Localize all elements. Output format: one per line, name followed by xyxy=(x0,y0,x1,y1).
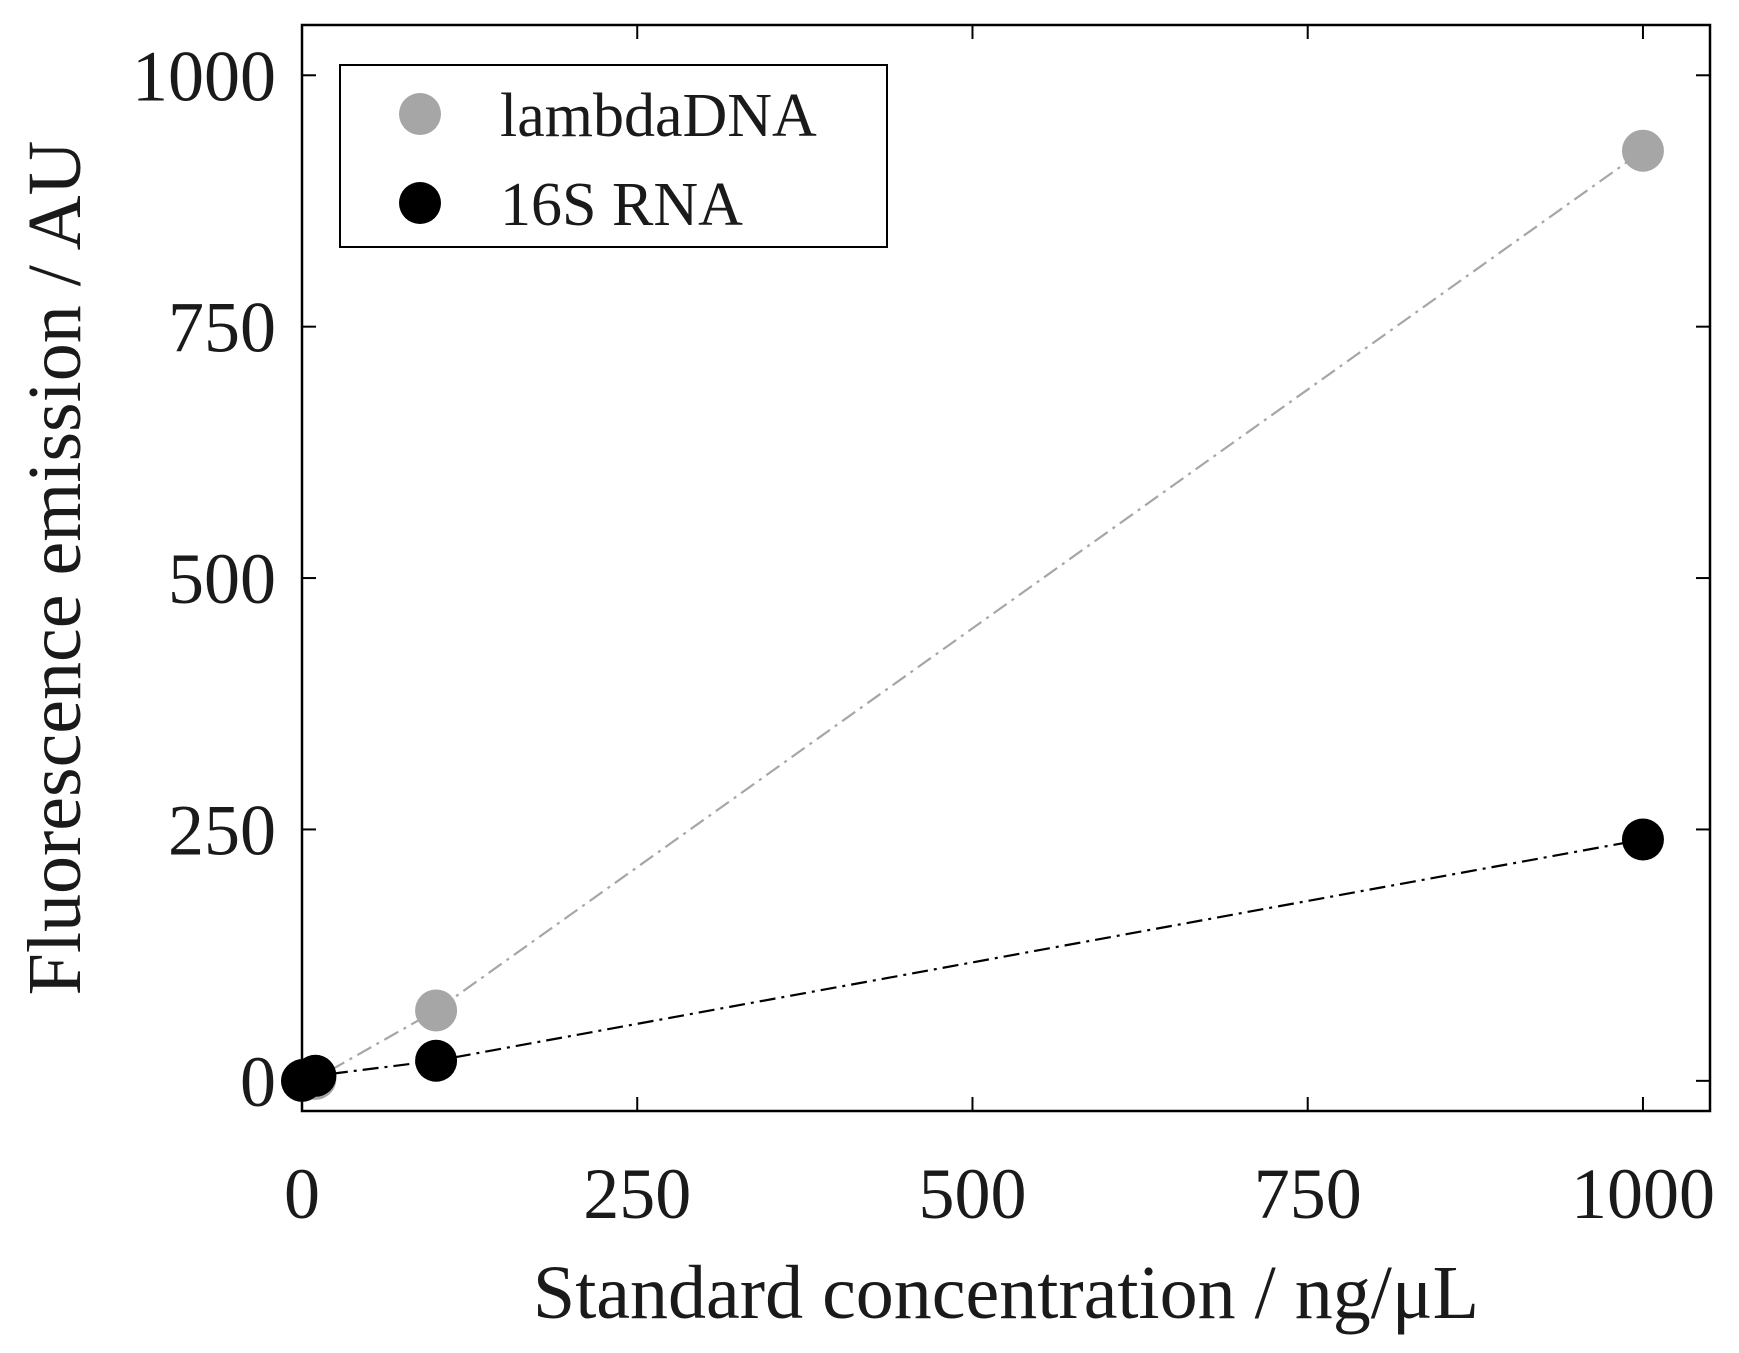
x-tick-label: 250 xyxy=(583,1154,691,1234)
data-point xyxy=(1621,129,1664,172)
series-line-1 xyxy=(301,838,1644,1082)
y-tick-label: 1000 xyxy=(132,36,276,116)
series-line-0 xyxy=(301,149,1644,1082)
x-axis-label: Standard concentration / ng/μL xyxy=(533,1251,1479,1335)
y-tick-label: 500 xyxy=(168,539,276,619)
legend-label-16s-rna: 16S RNA xyxy=(500,171,743,239)
x-tick-labels: 0 250 500 750 1000 xyxy=(284,1154,1715,1234)
y-axis-label: Fluorescence emission / AU xyxy=(13,141,97,996)
legend-marker-lambdadna xyxy=(399,93,441,135)
plot-frame xyxy=(300,23,1712,1113)
series-points xyxy=(281,129,1664,1102)
y-tick-label: 750 xyxy=(168,288,276,368)
tick-marks xyxy=(301,25,1710,1111)
data-point xyxy=(1621,818,1664,861)
x-tick-label: 750 xyxy=(1254,1154,1362,1234)
x-tick-label: 500 xyxy=(918,1154,1026,1234)
y-tick-label: 250 xyxy=(168,790,276,870)
x-tick-label: 1000 xyxy=(1571,1154,1715,1234)
data-point xyxy=(415,989,458,1032)
series-lines xyxy=(301,149,1644,1082)
y-tick-label: 0 xyxy=(240,1042,276,1122)
legend-marker-16s-rna xyxy=(399,182,441,224)
data-point xyxy=(294,1054,337,1097)
data-point xyxy=(415,1039,458,1082)
legend: lambdaDNA 16S RNA xyxy=(339,64,888,248)
y-tick-labels: 0 250 500 750 1000 xyxy=(132,36,276,1122)
x-tick-label: 0 xyxy=(284,1154,320,1234)
legend-label-lambdadna: lambdaDNA xyxy=(500,82,817,150)
